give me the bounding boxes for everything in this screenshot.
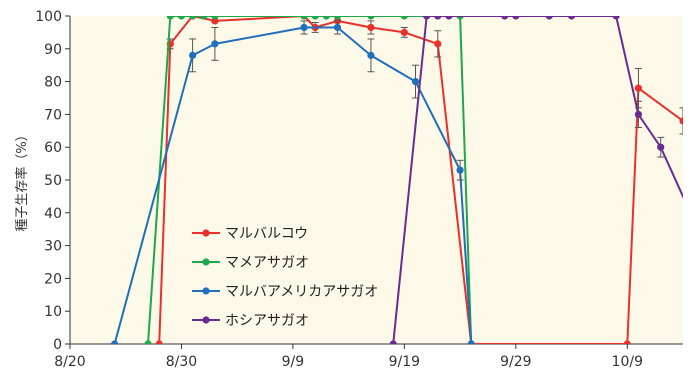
y-tick-label: 20: [44, 271, 62, 287]
data-point: [390, 340, 397, 347]
y-tick-label: 90: [44, 42, 62, 58]
y-axis-label: 種子生存率（%）: [14, 128, 30, 231]
y-tick-label: 70: [44, 107, 62, 123]
data-point: [568, 12, 575, 19]
data-point: [367, 52, 374, 59]
legend-label: マルバアメリカアサガオ: [225, 284, 378, 300]
data-point: [657, 144, 664, 151]
data-point: [334, 12, 341, 19]
legend-label: ホシアサガオ: [225, 313, 309, 329]
legend-swatch-marker: [202, 258, 209, 265]
data-point: [401, 29, 408, 36]
legend-swatch-marker: [202, 316, 209, 323]
y-tick-label: 10: [44, 304, 62, 320]
data-point: [367, 24, 374, 31]
x-tick-label: 9/9: [282, 354, 305, 370]
legend-swatch-marker: [202, 229, 209, 236]
y-tick-label: 30: [44, 239, 62, 255]
data-point: [434, 12, 441, 19]
data-point: [189, 52, 196, 59]
data-point: [412, 78, 419, 85]
data-point: [367, 12, 374, 19]
y-tick-label: 50: [44, 173, 62, 189]
x-tick-label: 8/20: [54, 354, 85, 370]
y-tick-label: 40: [44, 206, 62, 222]
data-point: [613, 12, 620, 19]
data-point: [144, 340, 151, 347]
y-tick-label: 80: [44, 75, 62, 91]
data-point: [434, 40, 441, 47]
data-point: [635, 85, 642, 92]
legend-swatch-marker: [202, 287, 209, 294]
data-point: [456, 12, 463, 19]
data-point: [156, 340, 163, 347]
data-point: [167, 12, 174, 19]
data-point: [189, 12, 196, 19]
data-point: [546, 12, 553, 19]
x-tick-label: 9/19: [389, 354, 420, 370]
legend-label: マルバルコウ: [225, 226, 308, 242]
data-point: [323, 12, 330, 19]
data-point: [111, 340, 118, 347]
data-point: [200, 12, 207, 19]
y-tick-label: 0: [53, 337, 62, 353]
x-tick-label: 8/30: [166, 354, 197, 370]
data-point: [445, 12, 452, 19]
data-point: [635, 111, 642, 118]
data-point: [501, 12, 508, 19]
data-point: [300, 12, 307, 19]
data-point: [679, 117, 686, 124]
x-tick-label: 9/29: [500, 354, 531, 370]
data-point: [512, 12, 519, 19]
data-point: [300, 24, 307, 31]
data-point: [423, 12, 430, 19]
y-tick-label: 60: [44, 140, 62, 156]
y-tick-label: 100: [35, 9, 62, 25]
data-point: [401, 12, 408, 19]
data-point: [468, 340, 475, 347]
legend-label: マメアサガオ: [225, 255, 309, 271]
data-point: [334, 24, 341, 31]
x-tick-label: 10/9: [612, 354, 643, 370]
data-point: [211, 12, 218, 19]
data-point: [211, 40, 218, 47]
data-point: [312, 12, 319, 19]
data-point: [456, 167, 463, 174]
data-point: [178, 12, 185, 19]
